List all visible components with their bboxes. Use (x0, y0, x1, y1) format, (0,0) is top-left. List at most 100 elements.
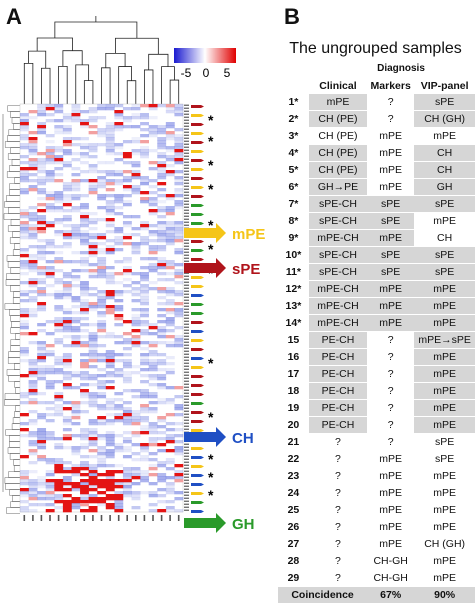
heatmap-cell (165, 224, 175, 228)
row-label-mark (184, 491, 189, 493)
dendrogram-branch (105, 53, 126, 68)
heatmap-cell (174, 335, 184, 339)
heatmap-cell (97, 266, 107, 270)
heatmap-cell (54, 155, 64, 159)
heatmap-cell (148, 491, 158, 495)
heatmap-cell (105, 251, 115, 255)
heatmap-cell (62, 362, 72, 366)
heatmap-cell (165, 194, 175, 198)
heatmap-cell (28, 359, 38, 363)
heatmap-cell (114, 446, 124, 450)
star-marker: * (208, 451, 214, 467)
heatmap-cell (37, 368, 47, 372)
heatmap-cell (105, 470, 115, 474)
dendrogram-branch (9, 453, 20, 460)
heatmap-cell (114, 449, 124, 453)
heatmap-cell (157, 143, 167, 147)
heatmap-cell (20, 494, 29, 498)
heatmap-cell (174, 344, 184, 348)
heatmap-cell (71, 227, 81, 231)
heatmap-cell (122, 446, 132, 450)
heatmap-cell (28, 452, 38, 456)
heatmap-cell (45, 242, 55, 246)
group-label-text: sPE (232, 261, 260, 278)
heatmap-cell (148, 377, 158, 381)
heatmap-cell (157, 266, 167, 270)
heatmap-cell (148, 128, 158, 132)
heatmap-cell (157, 500, 167, 504)
dendrogram-branch (8, 375, 20, 382)
heatmap-cell (71, 320, 81, 324)
heatmap-cell (157, 362, 167, 366)
heatmap-cell (37, 191, 47, 195)
heatmap-cell (62, 215, 72, 219)
sample-arrow (191, 114, 204, 117)
heatmap-cell (114, 416, 124, 420)
row-label-mark (184, 380, 189, 382)
heatmap-cell (28, 254, 38, 258)
heatmap-cell (62, 293, 72, 297)
heatmap-cell (148, 410, 158, 414)
heatmap-cell (71, 506, 81, 510)
heatmap-cell (20, 500, 29, 504)
heatmap-cell (80, 263, 89, 267)
heatmap-cell (122, 155, 132, 159)
panel-b-letter: B (284, 4, 300, 29)
heatmap-cell (37, 374, 47, 378)
heatmap-cell (88, 395, 98, 399)
heatmap-cell (37, 164, 47, 168)
heatmap-cell (28, 296, 38, 300)
dendrogram-branch (10, 327, 20, 334)
heatmap-cell (131, 173, 141, 177)
heatmap-cell (174, 146, 184, 150)
heatmap-cell (80, 467, 89, 471)
heatmap-cell (157, 188, 167, 192)
heatmap-cell (20, 392, 29, 396)
dendrogram-branch (118, 66, 132, 104)
heatmap-cell (165, 344, 175, 348)
heatmap-cell (157, 161, 167, 165)
markers-cell: mPE (379, 147, 403, 159)
heatmap-cell (114, 368, 124, 372)
heatmap-cell (131, 317, 141, 321)
heatmap-cell (37, 239, 47, 243)
markers-cell: mPE (379, 130, 403, 142)
heatmap-cell (88, 443, 98, 447)
heatmap-cell (37, 413, 47, 417)
heatmap-cell (165, 386, 175, 390)
heatmap-cell (37, 188, 47, 192)
heatmap-cell (131, 338, 141, 342)
heatmap-cell (131, 251, 141, 255)
heatmap-cell (20, 491, 29, 495)
table-row: 27? mPE CH (GH) (278, 536, 475, 552)
heatmap-cell (105, 203, 115, 207)
markers-cell: mPE (379, 164, 403, 176)
row-label-mark (184, 458, 189, 460)
heatmap-cell (105, 161, 115, 165)
vip-cell: sPE (414, 247, 475, 263)
heatmap-cell (165, 278, 175, 282)
vip-cell: mPE (414, 400, 475, 416)
heatmap-cell (140, 410, 149, 414)
heatmap-cell (165, 164, 175, 168)
dendrogram-branch (10, 267, 20, 274)
heatmap-cell (88, 107, 98, 111)
heatmap-cell (71, 182, 81, 186)
heatmap-cell (105, 140, 115, 144)
heatmap-cell (71, 401, 81, 405)
row-label-mark (184, 203, 189, 205)
heatmap-cell (105, 230, 115, 234)
heatmap-cell (28, 422, 38, 426)
heatmap-cell (62, 503, 72, 507)
table-row: 7* sPE-CH sPE sPE (278, 196, 475, 212)
heatmap-cell (88, 248, 98, 252)
heatmap-cell (54, 410, 64, 414)
heatmap-cell (174, 248, 184, 252)
row-label-mark (184, 251, 189, 253)
sample-id: 16 (287, 351, 300, 363)
dendrogram-branch (10, 111, 20, 118)
heatmap-cell (71, 296, 81, 300)
heatmap-cell (37, 416, 47, 420)
heatmap-cell (157, 368, 167, 372)
heatmap-cell (131, 113, 141, 117)
